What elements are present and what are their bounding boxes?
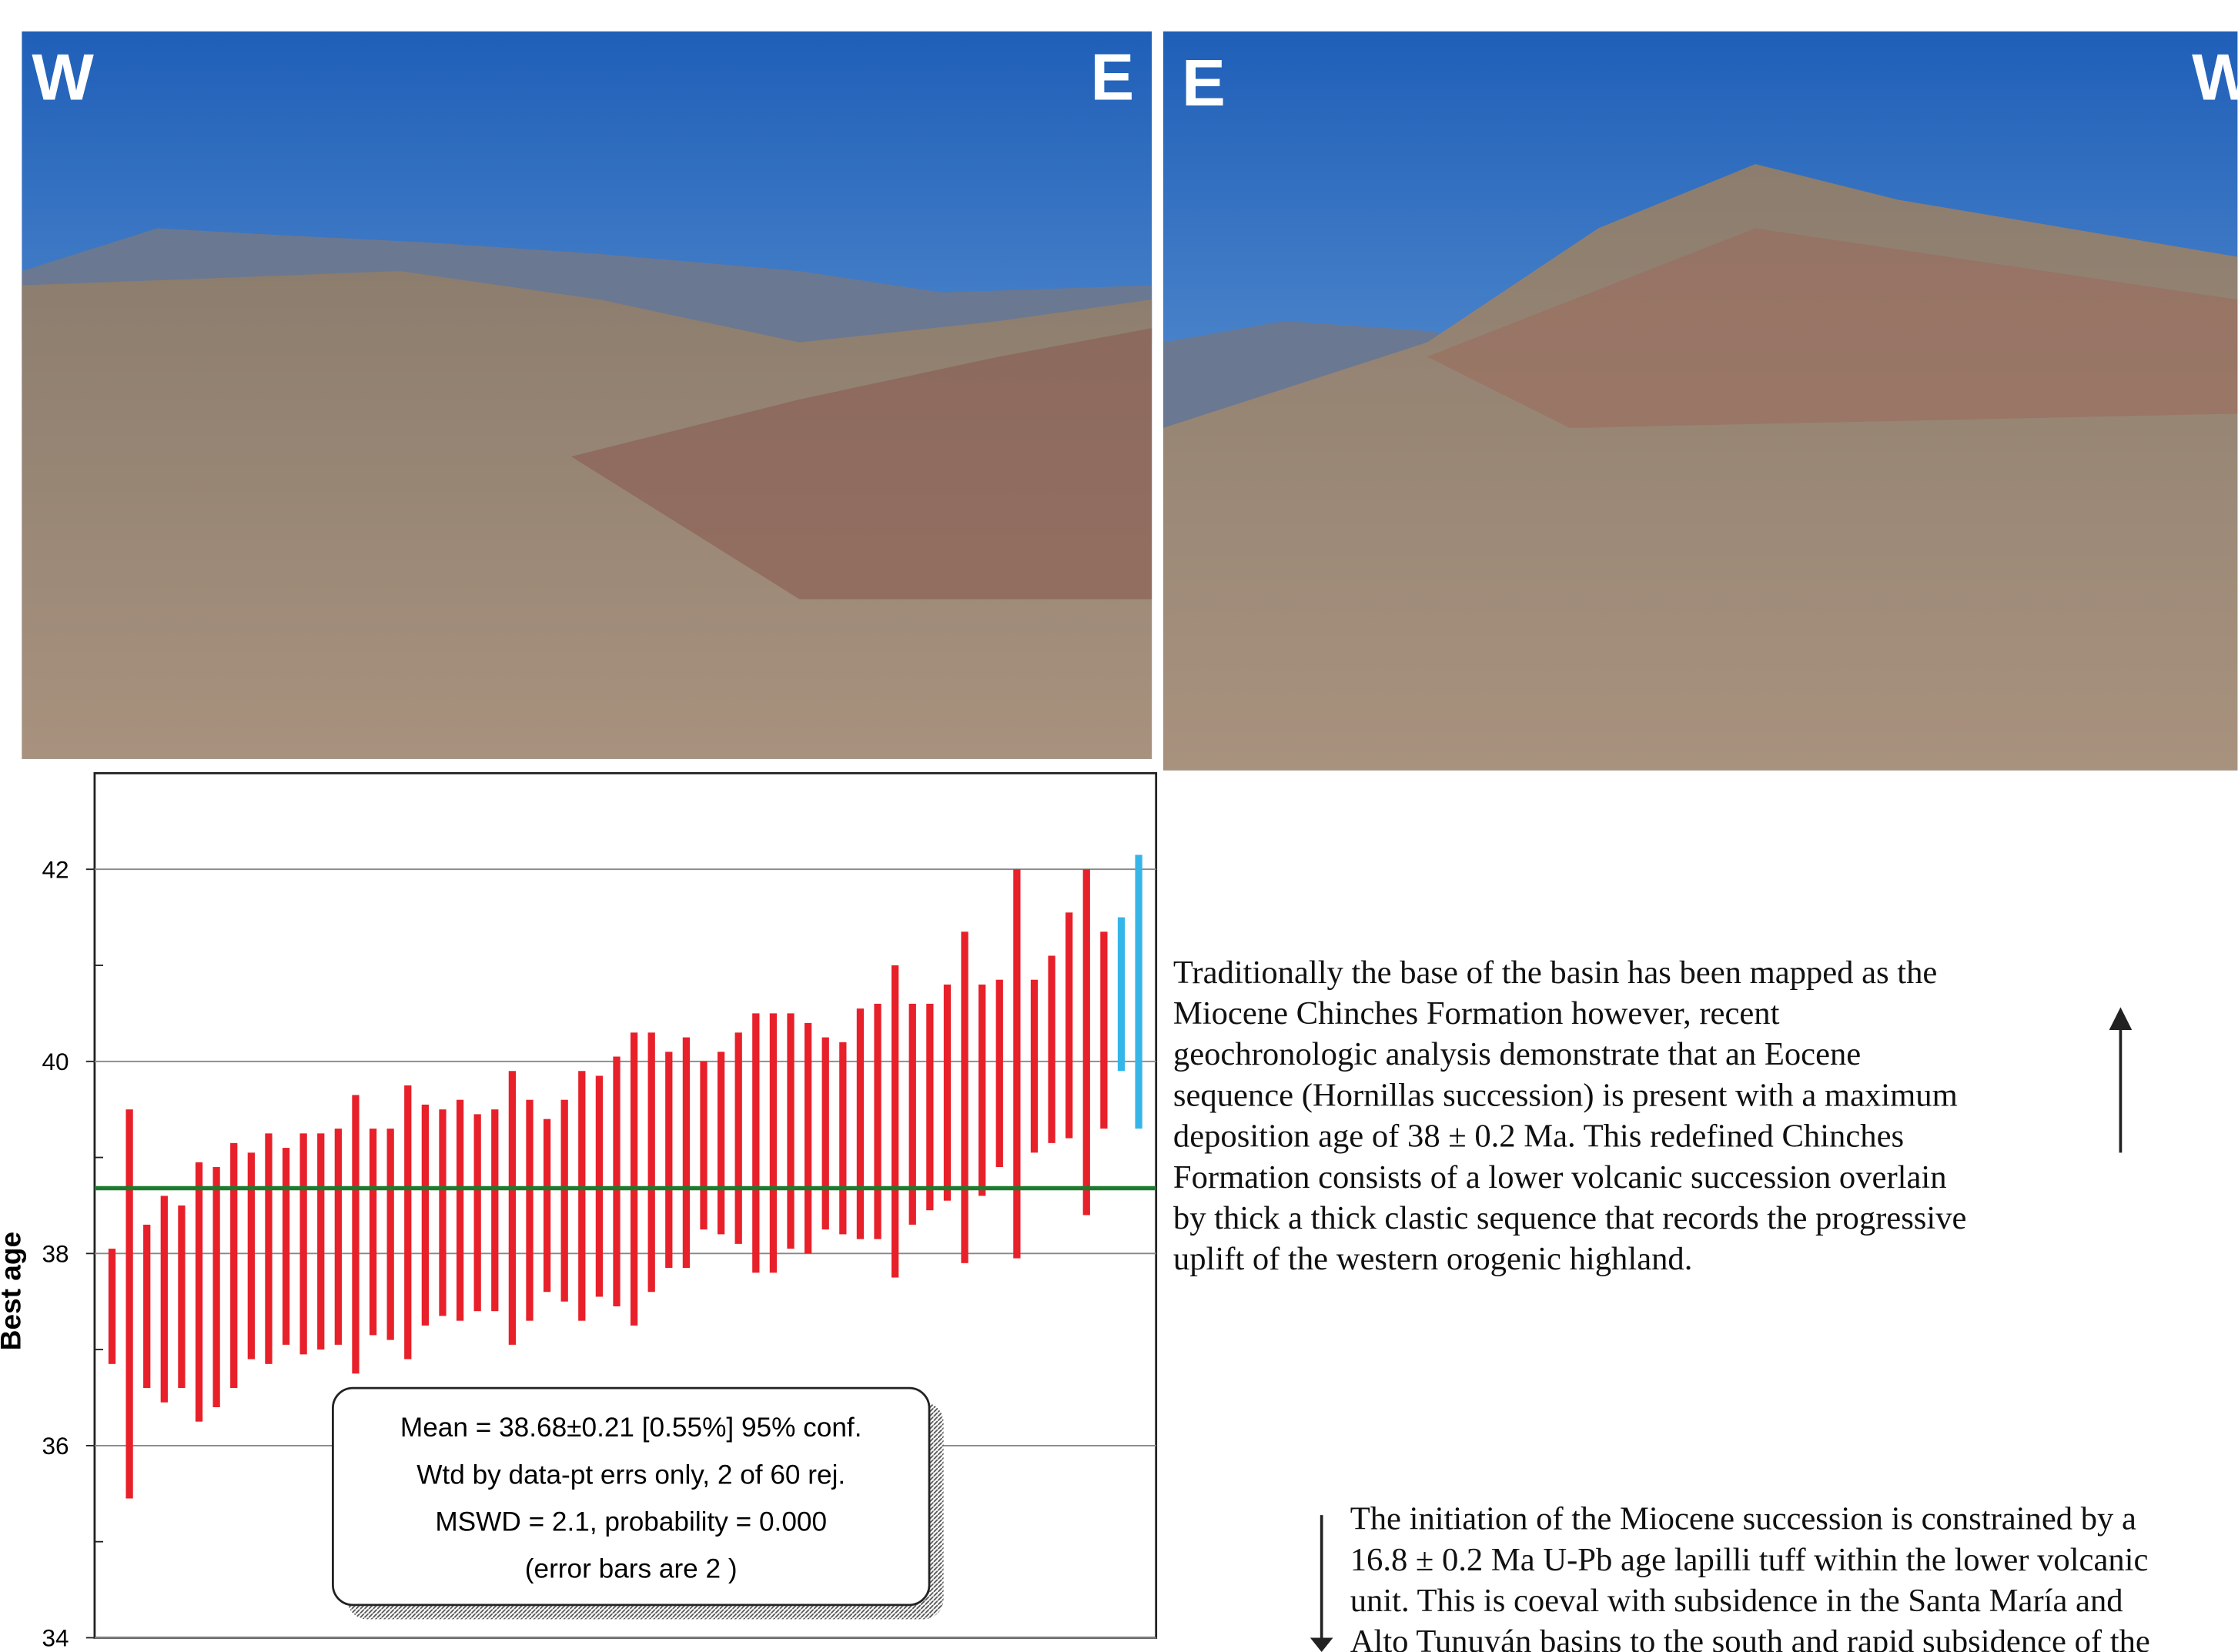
y-tick-label: 36 [42,1432,69,1460]
error-bar [386,1129,394,1340]
photo-right: E W [1162,31,2238,771]
error-bar [647,1032,655,1293]
stats-text: MSWD = 2.1, probability = 0.000 [435,1507,827,1537]
error-bar [491,1109,499,1312]
error-bar [856,1008,865,1239]
error-bar [247,1152,255,1359]
error-bar [195,1162,203,1422]
error-bar [1048,955,1055,1143]
error-bar [804,1022,812,1254]
y-tick-label: 42 [42,855,69,883]
error-bar [404,1085,412,1359]
error-bar [352,1095,360,1374]
paragraph-line: unit. This is coeval with subsidence in … [1350,1583,2123,1619]
paragraph-line: deposition age of 38 ± 0.2 Ma. This rede… [1173,1119,1904,1155]
direction-label: E [1182,47,1226,120]
error-bar [821,1037,829,1230]
error-bar [299,1133,307,1355]
stats-text: (error bars are 2 ) [525,1554,738,1584]
error-bar [178,1205,186,1389]
error-bar [265,1133,273,1364]
error-bar [630,1032,638,1326]
error-bar [526,1099,534,1321]
paragraph-line: sequence (Hornillas succession) is prese… [1173,1077,1958,1113]
error-bar [125,1109,133,1499]
error-bar [439,1109,447,1316]
error-bar [1013,869,1021,1259]
arrow-head [2109,1007,2133,1031]
error-bar [787,1013,795,1249]
error-bar [578,1071,586,1321]
error-bar [769,1013,778,1273]
paragraph-line: Miocene Chinches Formation however, rece… [1173,995,1780,1032]
error-bar [908,1003,916,1225]
error-bar [456,1099,464,1321]
error-bar [1117,917,1126,1072]
paragraph-line: by thick a thick clastic sequence that r… [1173,1200,1967,1236]
stats-text: Mean = 38.68±0.21 [0.55%] 95% conf. [400,1413,862,1443]
error-bar [473,1114,481,1312]
error-bar [978,984,986,1196]
direction-label: W [32,42,94,115]
stats-box [331,1386,931,1607]
error-bar [943,984,952,1201]
error-bar [1030,979,1039,1153]
error-bar [317,1133,325,1350]
paragraph-line: Traditionally the base of the basin has … [1173,955,1937,991]
chart: 34 36 38 40 42 Best age Mean = 38.68±0.21 [0.5… [0,772,1158,1652]
error-bar [734,1032,742,1244]
paragraph-line: The initiation of the Miocene succession… [1350,1501,2136,1537]
error-bar [682,1037,691,1269]
error-bar [874,1003,881,1239]
error-bar [508,1071,517,1345]
error-bar [560,1099,568,1302]
y-tick-label: 40 [42,1048,69,1075]
y-tick-label: 38 [42,1239,69,1267]
y-axis-label: Best age [0,1232,27,1350]
error-bar [230,1142,238,1389]
direction-label: E [1090,42,1134,115]
error-bar [995,979,1003,1168]
error-bar [892,965,899,1278]
error-bar [334,1129,342,1345]
error-bar [543,1119,551,1293]
paragraph-line: Formation consists of a lower volcanic s… [1173,1159,1947,1196]
error-bar [717,1052,725,1235]
error-bar [1100,931,1108,1129]
error-bar [613,1056,621,1306]
error-bar [700,1061,708,1230]
error-bar [212,1167,220,1407]
error-bar [1135,854,1142,1129]
y-tick-label: 34 [42,1624,69,1652]
paragraph-line: Alto Tunuyán basins to the south and rap… [1350,1624,2150,1652]
error-bar [926,1003,934,1211]
error-bar [282,1148,290,1345]
stats-text: Wtd by data-pt errs only, 2 of 60 rej. [416,1460,845,1490]
error-bar [108,1249,116,1364]
error-bar [369,1129,377,1336]
arrow-head [1310,1637,1333,1652]
error-bar [1065,912,1073,1139]
paragraph-line: 16.8 ± 0.2 Ma U-Pb age lapilli tuff with… [1350,1542,2149,1578]
error-bar [961,931,968,1263]
error-bar [143,1224,151,1389]
error-bar [421,1104,429,1326]
error-bar [665,1052,673,1269]
direction-label: W [2192,42,2238,115]
error-bar [1082,869,1090,1216]
text-block: Traditionally the base of the basin has … [1173,955,2150,1652]
error-bar [160,1196,168,1403]
photo-left: W E [22,31,1152,759]
paragraph-line: uplift of the western orogenic highland. [1173,1241,1692,1277]
paragraph-line: geochronologic analysis demonstrate that… [1173,1036,1861,1072]
error-bar [752,1013,760,1273]
error-bar [839,1042,847,1235]
